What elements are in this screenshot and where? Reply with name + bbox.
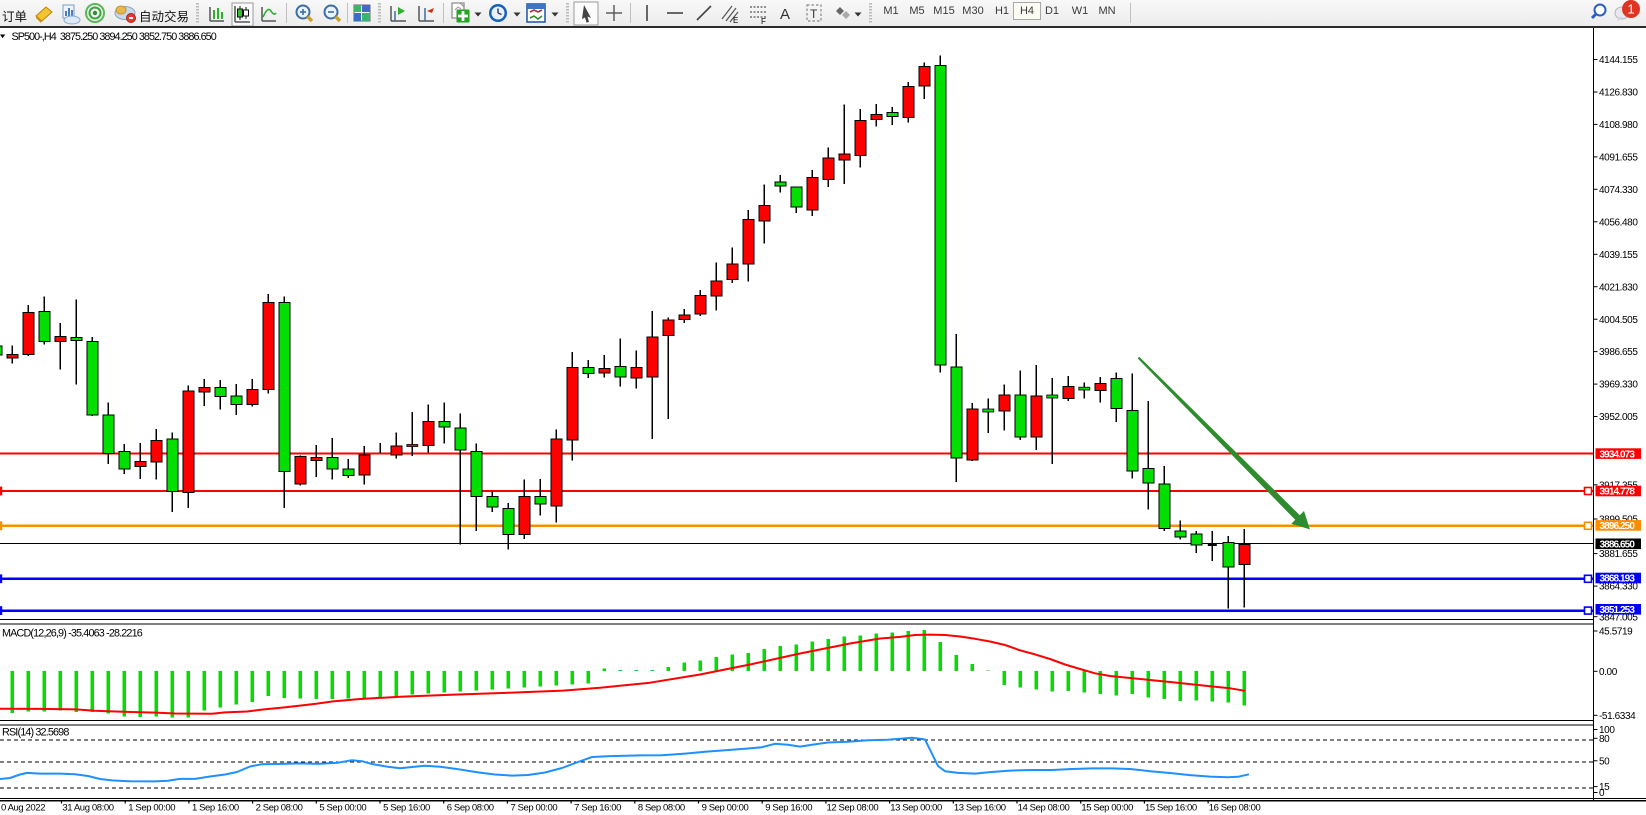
svg-text:7 Sep 16:00: 7 Sep 16:00: [574, 802, 621, 813]
svg-text:3934.073: 3934.073: [1600, 449, 1636, 460]
svg-text:7 Sep 00:00: 7 Sep 00:00: [510, 802, 557, 813]
svg-text:15 Sep 16:00: 15 Sep 16:00: [1145, 802, 1197, 813]
svg-text:0 Aug 2022: 0 Aug 2022: [1, 803, 45, 814]
svg-text:4108.980: 4108.980: [1599, 120, 1638, 131]
svg-text:RSI(14) 32.5698: RSI(14) 32.5698: [2, 727, 69, 739]
svg-text:12 Sep 08:00: 12 Sep 08:00: [827, 802, 879, 813]
svg-text:3881.655: 3881.655: [1599, 549, 1638, 560]
svg-text:SP500-,H4 3875.250 3894.250 3: SP500-,H4 3875.250 3894.250 3852.750 388…: [12, 31, 217, 43]
svg-text:16 Sep 08:00: 16 Sep 08:00: [1209, 802, 1261, 813]
svg-text:4004.505: 4004.505: [1599, 315, 1638, 326]
svg-text:4144.155: 4144.155: [1599, 55, 1638, 66]
svg-text:0: 0: [1599, 788, 1605, 799]
svg-text:6 Sep 08:00: 6 Sep 08:00: [447, 802, 494, 813]
svg-text:4021.830: 4021.830: [1599, 282, 1638, 293]
svg-text:3952.005: 3952.005: [1599, 412, 1638, 423]
svg-text:1: 1: [1627, 2, 1634, 17]
svg-text:50: 50: [1599, 756, 1610, 767]
svg-text:MACD(12,26,9) -35.4063 -28.221: MACD(12,26,9) -35.4063 -28.2216: [2, 628, 143, 640]
svg-text:13 Sep 16:00: 13 Sep 16:00: [954, 802, 1006, 813]
svg-text:3868.193: 3868.193: [1600, 574, 1636, 585]
svg-text:4074.330: 4074.330: [1599, 185, 1638, 196]
svg-text:15: 15: [1599, 782, 1610, 793]
svg-text:0.00: 0.00: [1599, 667, 1618, 678]
svg-text:80: 80: [1599, 734, 1610, 745]
svg-text:3896.250: 3896.250: [1600, 521, 1636, 532]
svg-text:E: E: [733, 16, 738, 25]
svg-text:4091.655: 4091.655: [1599, 153, 1638, 164]
svg-text:3969.330: 3969.330: [1599, 380, 1638, 391]
svg-text:31 Aug 08:00: 31 Aug 08:00: [62, 802, 113, 813]
svg-text:A: A: [780, 6, 790, 23]
svg-text:3847.005: 3847.005: [1599, 612, 1638, 623]
svg-text:5 Sep 00:00: 5 Sep 00:00: [319, 802, 366, 813]
svg-text:15 Sep 00:00: 15 Sep 00:00: [1081, 802, 1133, 813]
svg-text:14 Sep 08:00: 14 Sep 08:00: [1018, 802, 1070, 813]
svg-text:-51.6334: -51.6334: [1599, 711, 1636, 722]
svg-text:8 Sep 08:00: 8 Sep 08:00: [638, 802, 685, 813]
svg-text:F: F: [761, 17, 766, 26]
svg-text:3851.253: 3851.253: [1600, 605, 1636, 616]
svg-text:5 Sep 16:00: 5 Sep 16:00: [383, 802, 430, 813]
svg-text:13 Sep 00:00: 13 Sep 00:00: [890, 802, 942, 813]
svg-text:100: 100: [1599, 725, 1615, 736]
svg-text:2 Sep 08:00: 2 Sep 08:00: [256, 802, 303, 813]
svg-text:3986.655: 3986.655: [1599, 347, 1638, 358]
svg-text:9 Sep 16:00: 9 Sep 16:00: [765, 802, 812, 813]
svg-text:4126.830: 4126.830: [1599, 88, 1638, 99]
svg-text:4039.155: 4039.155: [1599, 250, 1638, 261]
svg-text:3914.778: 3914.778: [1600, 487, 1636, 498]
svg-text:1 Sep 00:00: 1 Sep 00:00: [128, 802, 175, 813]
svg-text:4056.480: 4056.480: [1599, 217, 1638, 228]
svg-text:3864.330: 3864.330: [1599, 582, 1638, 593]
svg-text:9 Sep 00:00: 9 Sep 00:00: [702, 802, 749, 813]
svg-text:1 Sep 16:00: 1 Sep 16:00: [192, 802, 239, 813]
svg-text:45.5719: 45.5719: [1599, 627, 1633, 638]
svg-text:3886.650: 3886.650: [1600, 540, 1636, 551]
svg-text:T: T: [810, 7, 818, 21]
